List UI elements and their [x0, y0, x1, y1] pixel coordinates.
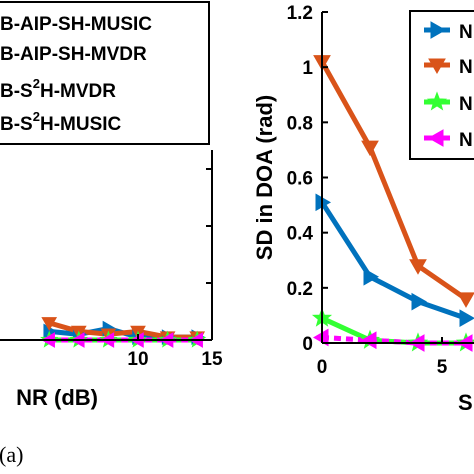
data-point-a-1-0 — [41, 317, 58, 331]
data-point-b-1-2 — [409, 259, 427, 275]
panel-b-y-tick-label-4: 0.8 — [287, 113, 313, 134]
panel-b-y-tick-label-2: 0.4 — [287, 224, 314, 245]
figure-caption: (a) — [0, 442, 23, 467]
panel-a-legend-box — [0, 1, 210, 145]
panel-a-legend-entry-0: B-AIP-SH-MUSIC — [0, 14, 152, 35]
panel-a-legend-entry-1: B-AIP-SH-MVDR — [0, 44, 147, 65]
panel-b-y-tick-label-1: 0.2 — [287, 279, 313, 300]
panel-b-y-axis-label: SD in DOA (rad) — [252, 95, 277, 260]
panel-b-y-tick-label-0: 0 — [302, 334, 313, 355]
panel-a-legend-entry-2: B-S2H-MVDR — [0, 76, 116, 102]
panel-b-legend-entry-2: N — [459, 94, 473, 115]
panel-b-x-tick-label-1: 5 — [437, 357, 448, 378]
panel-b-y-tick-label-3: 0.6 — [287, 169, 313, 190]
panel-b-x-axis-label: S — [458, 390, 473, 415]
panel-b-y-tick-label-6: 1.2 — [287, 3, 313, 24]
panel-a-x-axis-label: NR (dB) — [16, 385, 98, 410]
panel-b-legend-entry-3: N — [459, 130, 473, 151]
panel-b-legend-entry-0: N — [459, 22, 473, 43]
panel-b-legend-entry-1: N — [459, 57, 473, 78]
data-point-b-0-3 — [459, 309, 474, 328]
panel-b-legend-marker-2 — [426, 91, 448, 111]
data-point-b-3-1 — [360, 331, 377, 350]
panel-a-x-tick-label-1: 15 — [201, 349, 223, 370]
panel-b-legend-marker-3 — [427, 129, 444, 147]
series-line-b-1 — [319, 60, 468, 301]
panel-a-legend-entry-3: B-S2H-MUSIC — [0, 109, 122, 135]
data-point-b-1-3 — [457, 292, 474, 308]
panel-b-y-tick-label-5: 1 — [302, 58, 313, 79]
data-point-b-0-2 — [411, 292, 428, 311]
data-point-b-0-1 — [363, 267, 380, 286]
data-point-b-1-1 — [361, 140, 379, 157]
series-line-b-0 — [319, 200, 467, 321]
panel-a-chart: 10 15 NR (dB) B-AIP-SH-MUSIC B-AIP-SH-MVDR B-… — [0, 1, 223, 410]
panel-b-x-tick-label-0: 0 — [317, 357, 328, 378]
panel-b-legend-marker-1 — [428, 58, 446, 75]
panel-b-legend-marker-0 — [430, 21, 447, 39]
series-line-b-2 — [320, 315, 466, 346]
panel-a-x-tick-label-0: 10 — [127, 349, 148, 370]
